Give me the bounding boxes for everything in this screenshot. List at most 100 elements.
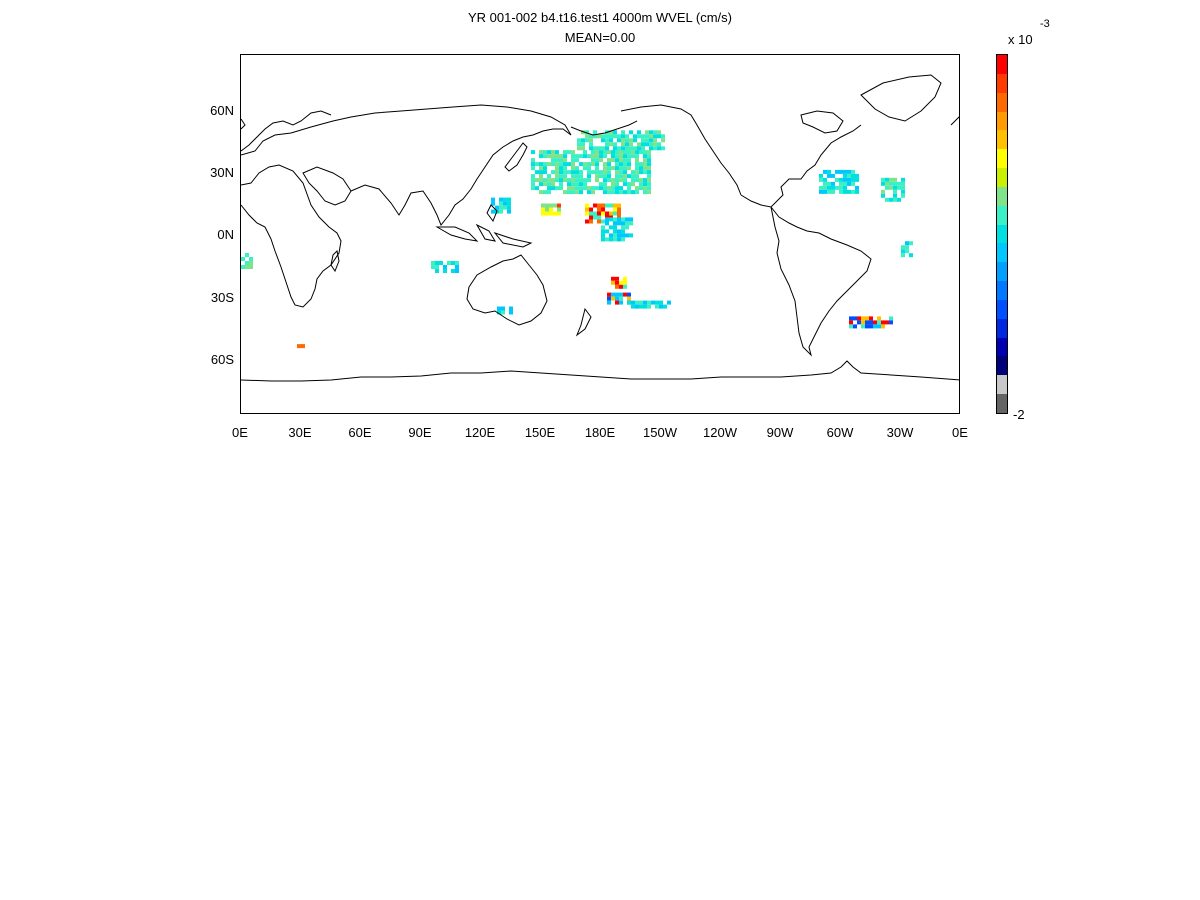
coastline-north-america-east <box>740 124 862 208</box>
wvel-cell <box>621 134 625 139</box>
wvel-cell <box>491 201 495 206</box>
wvel-cell <box>839 189 843 194</box>
wvel-cell <box>587 174 591 179</box>
wvel-cell <box>857 320 861 325</box>
wvel-cell <box>851 189 855 194</box>
wvel-cell <box>507 197 511 202</box>
wvel-cell <box>547 182 551 187</box>
wvel-cell <box>435 265 439 269</box>
wvel-cell <box>847 173 851 178</box>
wvel-cell <box>889 181 893 186</box>
wvel-cell <box>613 211 617 216</box>
wvel-cell <box>607 178 611 183</box>
wvel-cell <box>571 166 575 171</box>
wvel-cell <box>615 190 619 195</box>
wvel-cell <box>839 177 843 182</box>
wvel-cell <box>641 142 645 147</box>
wvel-cell <box>607 174 611 179</box>
wvel-cell <box>601 146 605 151</box>
coastline-eurasia-north <box>241 104 572 156</box>
wvel-cell <box>575 158 579 163</box>
wvel-cell <box>629 233 633 238</box>
wvel-region <box>819 169 859 194</box>
wvel-cell <box>839 181 843 186</box>
wvel-cell <box>591 162 595 167</box>
wvel-cell <box>647 190 651 195</box>
wvel-cell <box>643 158 647 163</box>
coastline-europe <box>241 110 332 152</box>
wvel-cell <box>835 177 839 182</box>
wvel-cell <box>623 158 627 163</box>
wvel-cell <box>611 154 615 159</box>
wvel-cell <box>639 166 643 171</box>
colorbar-swatch <box>997 224 1007 244</box>
wvel-cell <box>595 154 599 159</box>
wvel-cell <box>881 177 885 182</box>
wvel-cell <box>567 170 571 175</box>
wvel-cell <box>615 166 619 171</box>
colorbar-swatch <box>997 149 1007 169</box>
wvel-cell <box>555 178 559 183</box>
wvel-cell <box>539 166 543 171</box>
wvel-cell <box>855 189 859 194</box>
wvel-cell <box>539 150 543 155</box>
wvel-cell <box>635 158 639 163</box>
wvel-cell <box>831 185 835 190</box>
wvel-region <box>577 130 665 151</box>
wvel-cell <box>617 138 621 143</box>
lon-tick-label: 90E <box>408 425 432 440</box>
wvel-cell <box>531 178 535 183</box>
wvel-cell <box>605 229 609 234</box>
wvel-cell <box>631 174 635 179</box>
wvel-cell <box>631 304 635 309</box>
wvel-cell <box>613 217 617 222</box>
wvel-cell <box>621 146 625 151</box>
coastline-indonesia <box>435 204 533 248</box>
wvel-cell <box>605 221 609 226</box>
wvel-cell <box>609 134 613 139</box>
wvel-cell <box>599 182 603 187</box>
wvel-cell <box>661 138 665 143</box>
wvel-cell <box>627 174 631 179</box>
wvel-cell <box>607 162 611 167</box>
wvel-cell <box>885 181 889 186</box>
wvel-cell <box>603 170 607 175</box>
wvel-cell <box>619 158 623 163</box>
lon-tick-label: 0E <box>952 425 968 440</box>
wvel-cell <box>597 215 601 220</box>
wvel-cell <box>901 193 905 198</box>
wvel-cell <box>539 182 543 187</box>
coastline-madagascar <box>330 249 340 273</box>
wvel-cell <box>579 186 583 191</box>
wvel-cell <box>639 162 643 167</box>
wvel-cell <box>905 249 909 254</box>
wvel-cell <box>597 146 601 151</box>
wvel-cell <box>843 189 847 194</box>
wvel-cell <box>577 142 581 147</box>
wvel-cell <box>605 138 609 143</box>
wvel-cell <box>623 178 627 183</box>
wvel-cell <box>611 166 615 171</box>
wvel-cell <box>623 174 627 179</box>
wvel-cell <box>585 219 589 224</box>
wvel-cell <box>621 233 625 238</box>
wvel-cell <box>559 170 563 175</box>
wvel-cell <box>615 280 619 285</box>
wvel-cell <box>595 162 599 167</box>
wvel-cell <box>621 229 625 234</box>
map-title: YR 001-002 b4.t16.test1 4000m WVEL (cm/s… <box>468 10 732 25</box>
wvel-cell <box>431 261 435 265</box>
wvel-cell <box>635 162 639 167</box>
wvel-cell <box>301 344 305 349</box>
wvel-cell <box>567 150 571 155</box>
wvel-field-layer <box>241 130 913 349</box>
wvel-cell <box>581 142 585 147</box>
wvel-cell <box>579 174 583 179</box>
wvel-cell <box>615 150 619 155</box>
wvel-cell <box>615 154 619 159</box>
wvel-cell <box>631 190 635 195</box>
wvel-cell <box>543 166 547 171</box>
wvel-cell <box>633 138 637 143</box>
wvel-cell <box>609 138 613 143</box>
wvel-cell <box>587 166 591 171</box>
